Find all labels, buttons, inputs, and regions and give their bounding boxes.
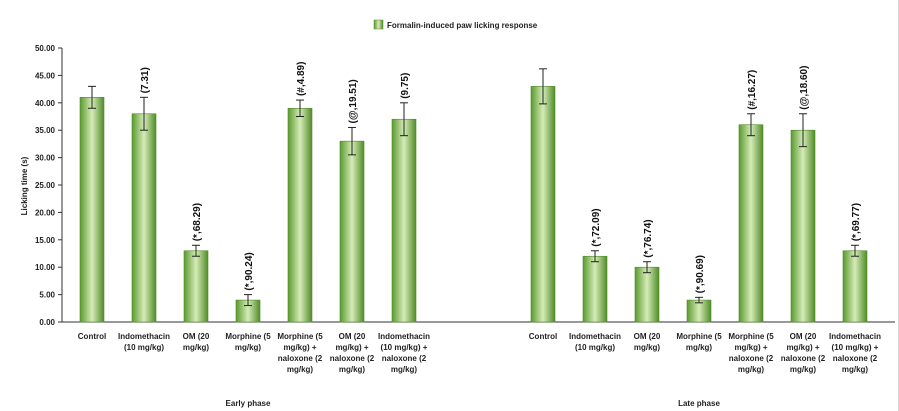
- category-label-line: Morphine (5: [728, 332, 774, 341]
- category-label-line: Morphine (5: [277, 332, 323, 341]
- bar: [686, 299, 712, 323]
- category-label-line: mg/kg): [738, 365, 765, 374]
- bars: (7.31) (*,68.29) (*,90.24) (#,4.89) (@,19.51…: [79, 62, 868, 323]
- bar-data-label: (@,19.51): [348, 79, 359, 123]
- category-label-line: (10 mg/kg): [575, 343, 615, 352]
- category-label-line: mg/kg) +: [734, 343, 767, 352]
- bar-data-label: (*,76.74): [643, 219, 654, 257]
- category-label-line: mg/kg): [634, 343, 661, 352]
- bar: [183, 250, 209, 323]
- bar-data-label: (*,72.09): [591, 208, 602, 246]
- bar: [582, 255, 608, 323]
- y-ticks: 0.00 5.00 10.00 15.00 20.00 25.00 30.00 35.00 40…: [35, 44, 62, 327]
- category-labels: Control Indomethacin (10 mg/kg) OM (20 mg/kg…: [78, 332, 881, 374]
- bar-data-label: (*,90.69): [695, 255, 706, 293]
- category-label-line: naloxone (2: [278, 354, 323, 363]
- category-label-line: OM (20: [634, 332, 661, 341]
- category-label-line: mg/kg): [287, 365, 314, 374]
- category-label-line: mg/kg): [183, 343, 210, 352]
- bar-data-label: (7.31): [140, 67, 151, 93]
- category-label-line: mg/kg): [686, 343, 713, 352]
- category-label-line: Morphine (5: [676, 332, 722, 341]
- bar: [634, 266, 660, 323]
- category-label-line: Indomethacin: [118, 332, 170, 341]
- bar: [339, 140, 365, 323]
- category-label-line: mg/kg): [391, 365, 418, 374]
- y-tick-label: 10.00: [35, 263, 56, 272]
- category-label-line: Control: [529, 332, 557, 341]
- y-tick-label: 40.00: [35, 99, 56, 108]
- category-label-line: naloxone (2: [729, 354, 774, 363]
- category-label-line: (10 mg/kg) +: [381, 343, 428, 352]
- y-tick-label: 20.00: [35, 208, 56, 217]
- category-label-line: mg/kg): [339, 365, 366, 374]
- bar-data-label: (9.75): [400, 73, 411, 99]
- y-tick-label: 15.00: [35, 236, 56, 245]
- category-label-line: Morphine (5: [225, 332, 271, 341]
- category-label-line: (10 mg/kg): [124, 343, 164, 352]
- legend-swatch: [373, 19, 384, 30]
- bar: [790, 129, 816, 323]
- bar-data-label: (#,16.27): [747, 70, 758, 110]
- y-tick-label: 35.00: [35, 126, 56, 135]
- legend-label: Formalin-induced paw licking response: [387, 21, 538, 30]
- bar-data-label: (@,18.60): [799, 66, 810, 110]
- bar-data-label: (*,69.77): [851, 203, 862, 241]
- y-axis-title: Licking time (s): [20, 156, 29, 215]
- category-label-line: OM (20: [183, 332, 210, 341]
- category-label-line: naloxone (2: [833, 354, 878, 363]
- bar: [738, 124, 764, 323]
- y-tick-label: 30.00: [35, 154, 56, 163]
- category-label-line: OM (20: [790, 332, 817, 341]
- bar: [530, 86, 556, 323]
- category-label-line: Indomethacin: [829, 332, 881, 341]
- category-label-line: mg/kg): [790, 365, 817, 374]
- category-label-line: naloxone (2: [781, 354, 826, 363]
- legend: Formalin-induced paw licking response: [373, 19, 538, 30]
- category-label-line: Indomethacin: [569, 332, 621, 341]
- category-label-line: naloxone (2: [382, 354, 427, 363]
- bar: [131, 113, 157, 323]
- bar-data-label: (*,90.24): [244, 252, 255, 290]
- category-label-line: Indomethacin: [378, 332, 430, 341]
- y-tick-label: 25.00: [35, 181, 56, 190]
- bar: [842, 250, 868, 323]
- bar: [287, 107, 313, 323]
- category-label-line: mg/kg) +: [786, 343, 819, 352]
- phase-label: Late phase: [678, 399, 720, 408]
- category-label-line: mg/kg) +: [283, 343, 316, 352]
- y-tick-label: 50.00: [35, 44, 56, 53]
- bar-data-label: (#,4.89): [296, 62, 307, 96]
- bar-data-label: (*,68.29): [192, 203, 203, 241]
- category-label-line: mg/kg) +: [335, 343, 368, 352]
- bar: [391, 118, 417, 323]
- category-label-line: OM (20: [339, 332, 366, 341]
- bar: [79, 97, 105, 323]
- category-label-line: naloxone (2: [330, 354, 375, 363]
- category-label-line: mg/kg): [235, 343, 262, 352]
- y-tick-label: 45.00: [35, 71, 56, 80]
- phase-labels: Early phase Late phase: [226, 399, 721, 408]
- category-label-line: (10 mg/kg) +: [832, 343, 879, 352]
- y-tick-label: 0.00: [39, 318, 55, 327]
- phase-label: Early phase: [226, 399, 271, 408]
- category-label-line: mg/kg): [842, 365, 869, 374]
- category-label-line: Control: [78, 332, 106, 341]
- y-tick-label: 5.00: [39, 291, 55, 300]
